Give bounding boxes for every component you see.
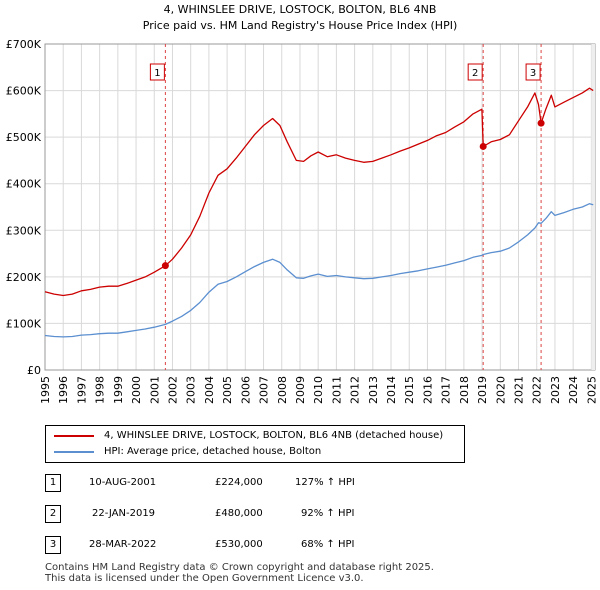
series-lines bbox=[44, 87, 594, 338]
footer-copyright: Contains HM Land Registry data © Crown c… bbox=[45, 562, 434, 573]
y-tick-label: £200K bbox=[6, 271, 42, 284]
sale-point bbox=[479, 142, 487, 150]
x-tick-label: 2019 bbox=[476, 376, 489, 404]
y-axis-ticks: £0 £100K £200K £300K £400K £500K £600K £700K bbox=[6, 38, 42, 377]
sale-date: 28-MAR-2022 bbox=[89, 539, 157, 550]
y-tick-label: £400K bbox=[6, 178, 42, 191]
x-tick-label: 2017 bbox=[440, 376, 453, 404]
x-tick-label: 2009 bbox=[294, 376, 307, 404]
y-tick-label: £100K bbox=[6, 317, 42, 330]
x-tick-label: 2025 bbox=[585, 376, 598, 404]
sale-price: £530,000 bbox=[215, 539, 263, 550]
sale-marker-lines bbox=[164, 44, 542, 370]
property-price-line bbox=[44, 87, 594, 297]
sale-label-box bbox=[467, 63, 483, 81]
x-tick-label: 2010 bbox=[312, 376, 325, 404]
x-tick-label: 2001 bbox=[148, 376, 161, 404]
x-tick-label: 1997 bbox=[75, 376, 88, 404]
sale-date: 22-JAN-2019 bbox=[92, 508, 156, 519]
y-tick-label: £0 bbox=[27, 364, 41, 377]
sale-label-text: 2 bbox=[472, 68, 478, 79]
legend-swatch-property bbox=[54, 435, 94, 437]
x-tick-label: 1998 bbox=[94, 376, 107, 404]
legend: 4, WHINSLEE DRIVE, LOSTOCK, BOLTON, BL6 … bbox=[45, 425, 465, 463]
x-axis-ticks: 1995 1996 1997 1998 1999 2000 2001 2002 2003 2004… bbox=[39, 376, 598, 404]
x-tick-label: 2007 bbox=[258, 376, 271, 404]
x-tick-label: 2006 bbox=[239, 376, 252, 404]
x-tick-label: 2018 bbox=[458, 376, 471, 404]
sale-label-box bbox=[149, 63, 165, 81]
ownership-shading bbox=[591, 44, 595, 370]
sale-labels: 1 2 3 bbox=[149, 63, 541, 81]
y-tick-label: £600K bbox=[6, 85, 42, 98]
x-tick-label: 2003 bbox=[185, 376, 198, 404]
x-tick-label: 1995 bbox=[39, 376, 52, 404]
sale-points bbox=[161, 119, 545, 270]
price-chart: 4, WHINSLEE DRIVE, LOSTOCK, BOLTON, BL6 … bbox=[6, 3, 599, 404]
sale-label-box bbox=[525, 63, 541, 81]
chart-title: 4, WHINSLEE DRIVE, LOSTOCK, BOLTON, BL6 … bbox=[164, 3, 437, 16]
sale-hpi-change: 68% ↑ HPI bbox=[301, 539, 355, 550]
chart-subtitle: Price paid vs. HM Land Registry's House … bbox=[143, 19, 458, 32]
sale-point bbox=[537, 119, 545, 127]
sale-date: 10-AUG-2001 bbox=[89, 477, 157, 488]
plot-background bbox=[45, 44, 595, 370]
footer-licence: This data is licensed under the Open Gov… bbox=[45, 573, 364, 584]
x-tick-label: 2005 bbox=[221, 376, 234, 404]
x-tick-label: 2021 bbox=[513, 376, 526, 404]
x-tick-label: 2022 bbox=[531, 376, 544, 404]
x-tick-label: 2016 bbox=[421, 376, 434, 404]
legend-swatch-hpi bbox=[54, 451, 94, 453]
sale-point bbox=[161, 262, 169, 270]
y-tick-label: £700K bbox=[6, 38, 42, 51]
x-tick-label: 2008 bbox=[276, 376, 289, 404]
hpi-line bbox=[44, 203, 594, 338]
x-tick-label: 2002 bbox=[166, 376, 179, 404]
y-tick-label: £500K bbox=[6, 131, 42, 144]
x-tick-label: 2000 bbox=[130, 376, 143, 404]
x-tick-label: 2004 bbox=[203, 376, 216, 404]
sale-hpi-change: 92% ↑ HPI bbox=[301, 508, 355, 519]
sale-number-badge: 1 bbox=[45, 474, 61, 492]
sale-label-text: 3 bbox=[530, 68, 536, 79]
x-tick-label: 1999 bbox=[112, 376, 125, 404]
legend-label-property: 4, WHINSLEE DRIVE, LOSTOCK, BOLTON, BL6 … bbox=[104, 430, 444, 441]
x-tick-label: 2020 bbox=[494, 376, 507, 404]
x-tick-label: 2024 bbox=[567, 376, 580, 404]
sale-number-badge: 2 bbox=[45, 505, 61, 523]
legend-label-hpi: HPI: Average price, detached house, Bolt… bbox=[104, 446, 322, 457]
y-tick-label: £300K bbox=[6, 224, 42, 237]
sale-label-text: 1 bbox=[154, 68, 160, 79]
x-tick-label: 1996 bbox=[57, 376, 70, 404]
footer: Contains HM Land Registry data © Crown c… bbox=[45, 562, 434, 584]
x-tick-label: 2011 bbox=[330, 376, 343, 404]
future-shading bbox=[591, 44, 595, 370]
sale-number-badge: 3 bbox=[45, 536, 61, 554]
x-tick-label: 2014 bbox=[385, 376, 398, 404]
grid-lines bbox=[44, 43, 596, 371]
x-tick-label: 2015 bbox=[403, 376, 416, 404]
sale-hpi-change: 127% ↑ HPI bbox=[295, 477, 355, 488]
x-tick-label: 2013 bbox=[367, 376, 380, 404]
x-tick-label: 2012 bbox=[349, 376, 362, 404]
x-tick-label: 2023 bbox=[549, 376, 562, 404]
sale-price: £480,000 bbox=[215, 508, 263, 519]
sale-price: £224,000 bbox=[215, 477, 263, 488]
